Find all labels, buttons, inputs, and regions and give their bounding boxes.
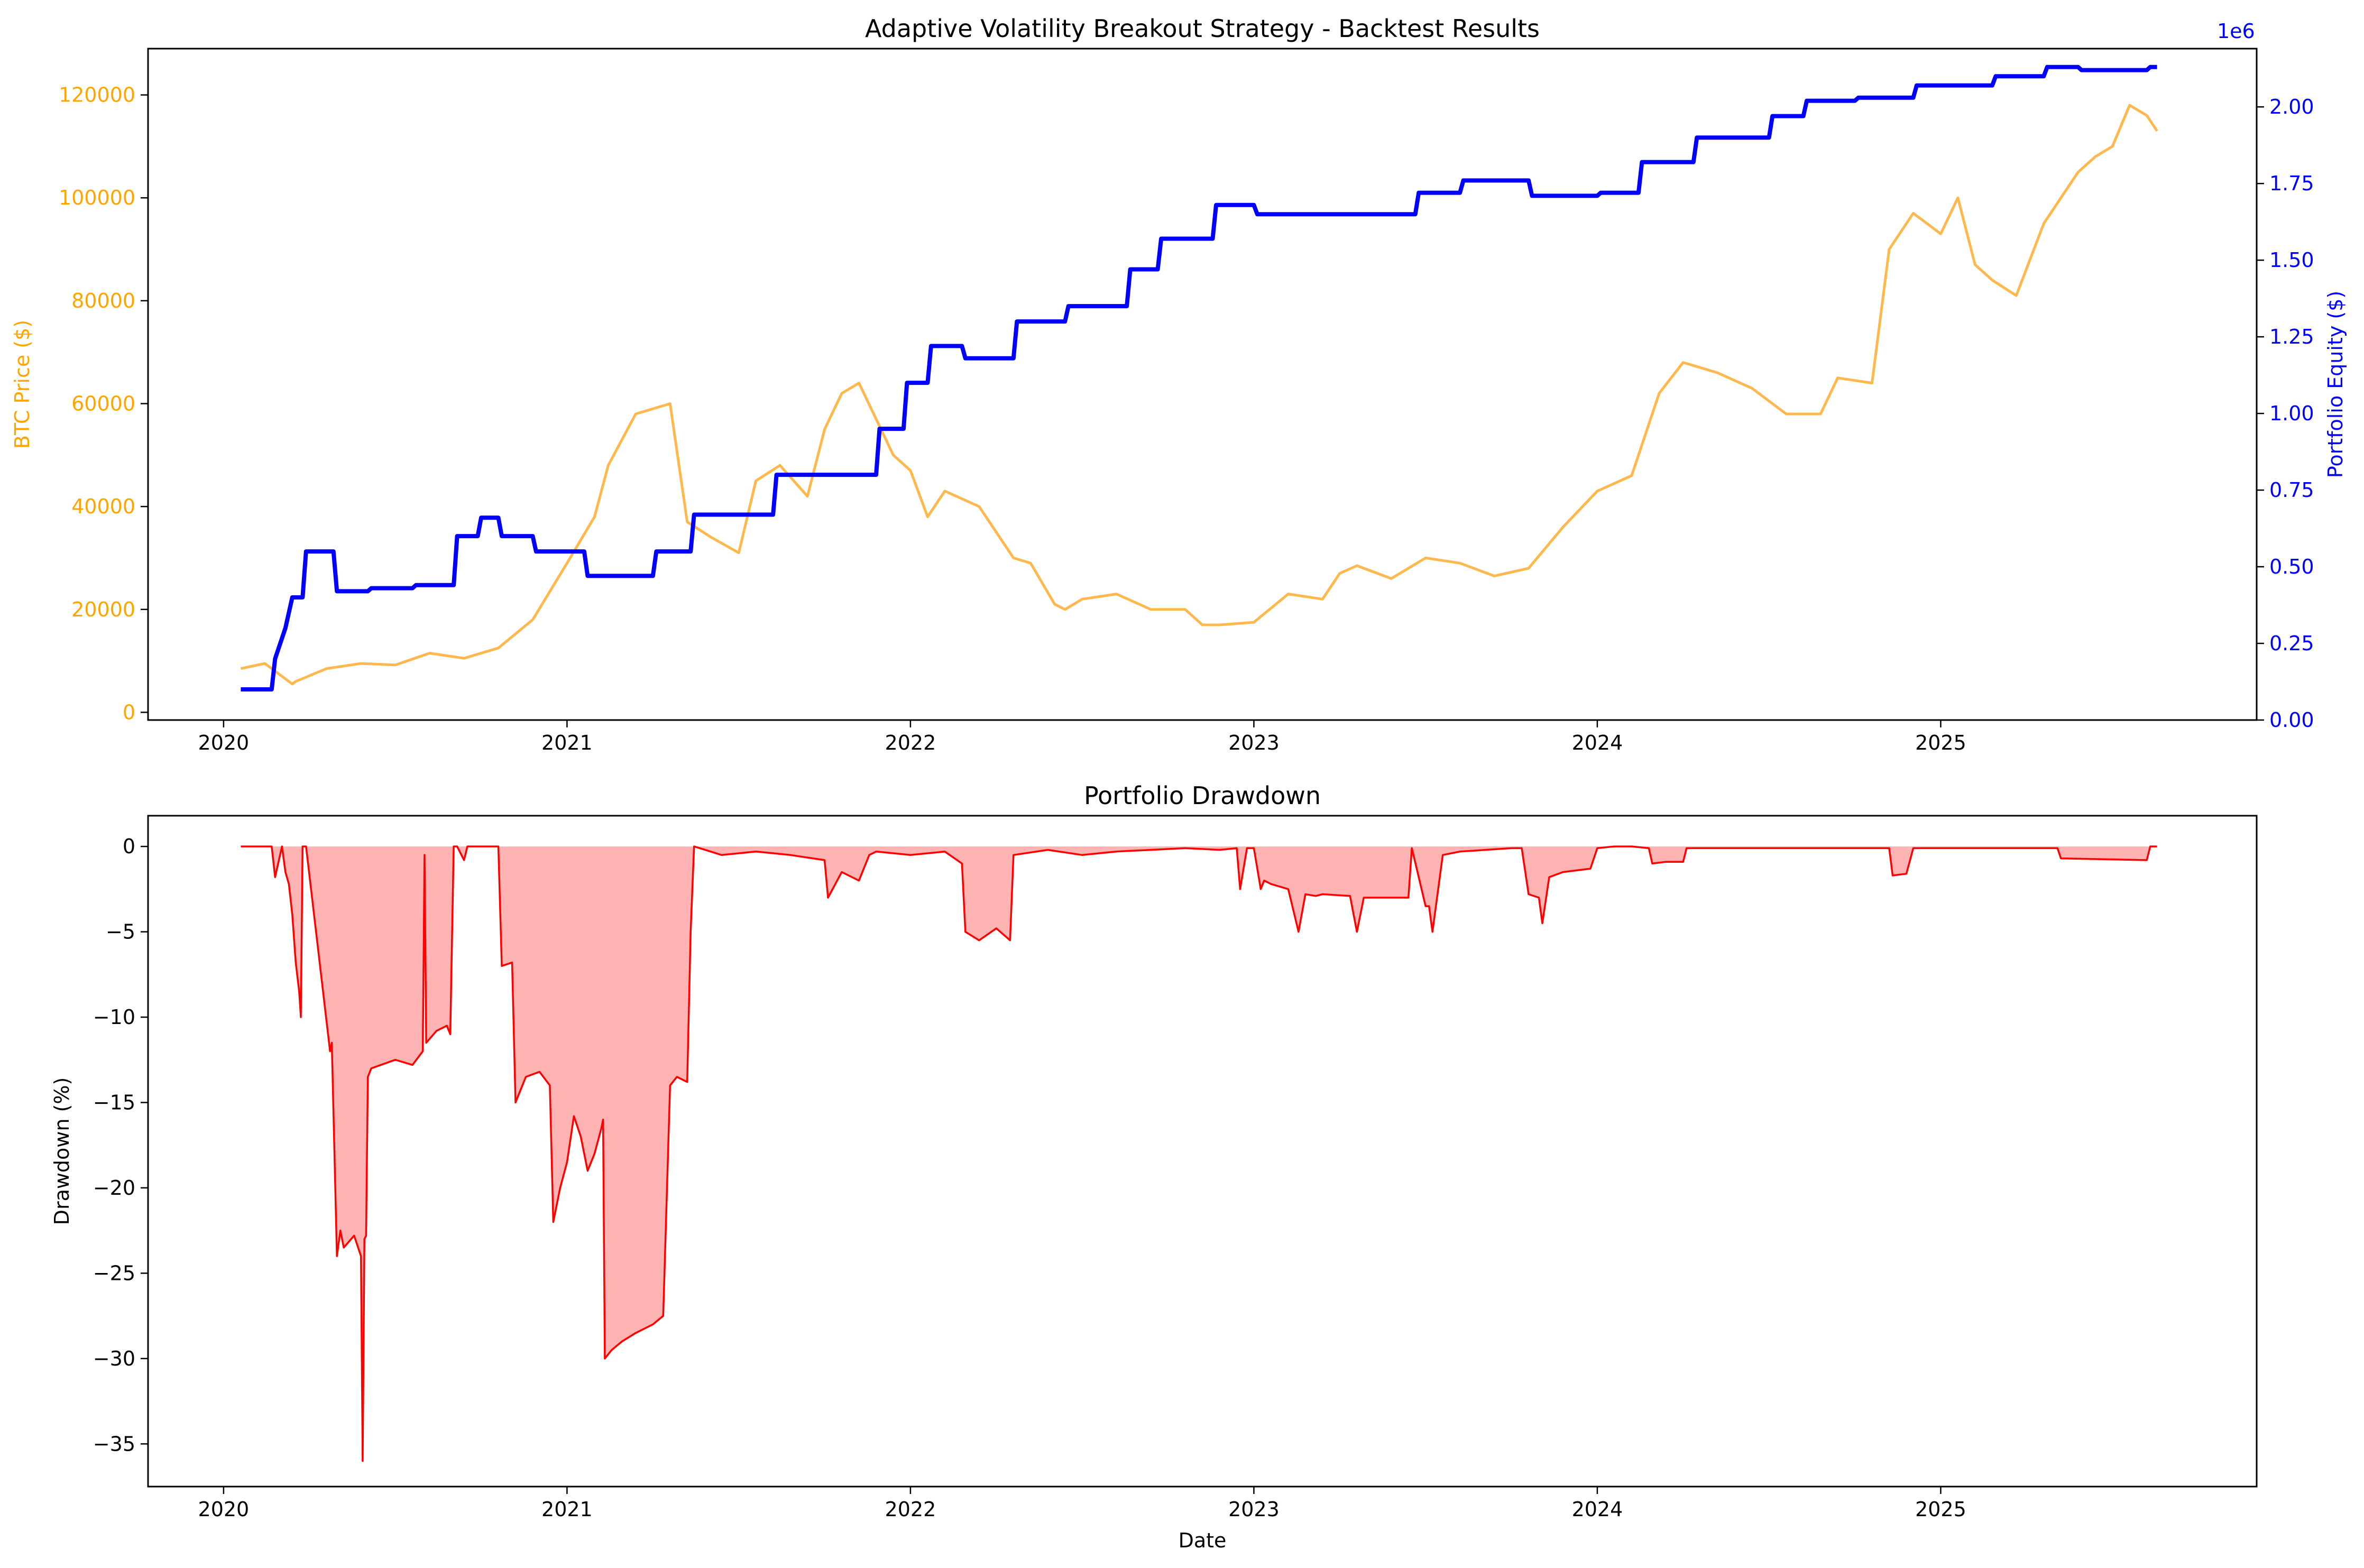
price-y-tick-label: 100000: [59, 186, 135, 209]
top-series-layer: [240, 64, 2158, 691]
drawdown-axis-label: Drawdown (%): [50, 1077, 73, 1225]
equity-y-tick-label: 1.25: [2269, 325, 2314, 348]
top-x-tick-label-2022: 2022: [885, 731, 936, 754]
btc-price-line: [240, 104, 2158, 686]
top-ticks-layer: 2020 2021 2022 2023 2024 2025 0 20000 40000 60000…: [59, 84, 2314, 754]
equity-y-tick-label: 1.00: [2269, 402, 2314, 425]
bottom-ticks-layer: 2020 2021 2022 2023 2024 2025 0 −5 −10 −15 −20 −25 −…: [93, 835, 1966, 1521]
price-y-tick-label: 60000: [71, 392, 135, 415]
top-x-tick-label-2021: 2021: [541, 731, 593, 754]
drawdown-y-tick-label: −15: [93, 1091, 135, 1114]
drawdown-y-tick-label: −35: [93, 1432, 135, 1455]
bottom-x-tick-label-2023: 2023: [1228, 1498, 1280, 1521]
bottom-x-tick-label-2022: 2022: [885, 1498, 936, 1521]
bottom-axes-frame: [147, 815, 2258, 1488]
price-y-tick-label: 20000: [71, 598, 135, 621]
drawdown-y-tick-label: −30: [93, 1347, 135, 1370]
drawdown-y-tick-label: 0: [123, 835, 135, 858]
equity-y-tick-label: 1.50: [2269, 248, 2314, 272]
right-axis-offset-text: 1e6: [2217, 20, 2255, 43]
top-x-tick-label-2020: 2020: [198, 731, 250, 754]
equity-y-tick-label: 0.25: [2269, 632, 2314, 655]
drawdown-y-tick-label: −25: [93, 1261, 135, 1285]
drawdown-y-tick-label: −20: [93, 1176, 135, 1200]
drawdown-y-tick-label: −5: [106, 920, 135, 944]
price-equity-chart: Adaptive Volatility Breakout Strategy - …: [11, 14, 2347, 754]
top-chart-title: Adaptive Volatility Breakout Strategy - …: [865, 14, 1540, 43]
bottom-x-tick-label-2021: 2021: [541, 1498, 593, 1521]
top-x-tick-label-2023: 2023: [1228, 731, 1280, 754]
bottom-x-tick-label-2024: 2024: [1572, 1498, 1623, 1521]
portfolio-equity-axis-label: Portfolio Equity ($): [2324, 291, 2347, 478]
bottom-series-layer: [241, 845, 2157, 1462]
bottom-x-tick-label-2020: 2020: [198, 1498, 250, 1521]
drawdown-y-tick-label: −10: [93, 1006, 135, 1029]
price-y-tick-label: 0: [123, 700, 135, 724]
price-y-tick-label: 80000: [71, 289, 135, 312]
top-axes-frame: [147, 48, 2258, 721]
equity-y-tick-label: 0.75: [2269, 478, 2314, 502]
top-x-tick-label-2025: 2025: [1915, 731, 1966, 754]
top-x-tick-label-2024: 2024: [1572, 731, 1623, 754]
price-y-tick-label: 40000: [71, 495, 135, 518]
date-axis-label: Date: [1179, 1529, 1227, 1552]
btc-price-axis-label: BTC Price ($): [11, 320, 34, 449]
drawdown-fill-area: [241, 846, 2157, 1461]
bottom-chart-title: Portfolio Drawdown: [1084, 781, 1321, 810]
price-y-tick-label: 120000: [59, 84, 135, 107]
equity-y-tick-label: 2.00: [2269, 95, 2314, 118]
equity-y-tick-label: 0.00: [2269, 708, 2314, 732]
equity-y-tick-label: 1.75: [2269, 172, 2314, 195]
equity-y-tick-label: 0.50: [2269, 555, 2314, 578]
drawdown-chart: Portfolio Drawdown 2020 2021 2022 2023 2024 2…: [50, 781, 2258, 1552]
bottom-x-tick-label-2025: 2025: [1915, 1498, 1966, 1521]
portfolio-equity-line: [241, 64, 2157, 691]
drawdown-line: [241, 845, 2157, 1462]
